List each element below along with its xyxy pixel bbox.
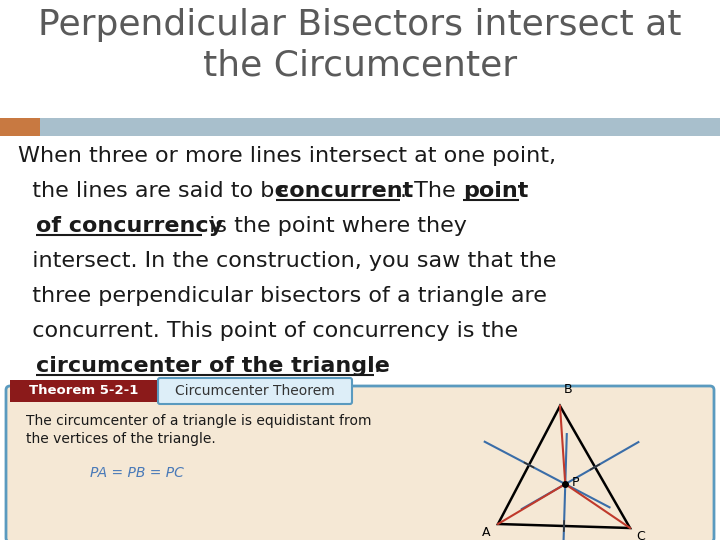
Text: circumcenter of the triangle: circumcenter of the triangle bbox=[36, 356, 390, 376]
Text: B: B bbox=[564, 383, 572, 396]
Text: of concurrency: of concurrency bbox=[36, 216, 223, 236]
FancyBboxPatch shape bbox=[158, 378, 352, 404]
Text: Perpendicular Bisectors intersect at
the Circumcenter: Perpendicular Bisectors intersect at the… bbox=[38, 8, 682, 83]
Text: concurrent. This point of concurrency is the: concurrent. This point of concurrency is… bbox=[18, 321, 518, 341]
Text: The circumcenter of a triangle is equidistant from: The circumcenter of a triangle is equidi… bbox=[26, 414, 372, 428]
Text: the lines are said to be: the lines are said to be bbox=[18, 181, 295, 201]
Text: . The: . The bbox=[400, 181, 463, 201]
Text: concurrent: concurrent bbox=[276, 181, 413, 201]
Bar bbox=[0, 118, 40, 136]
Text: is the point where they: is the point where they bbox=[202, 216, 467, 236]
Text: .: . bbox=[374, 356, 381, 376]
Text: three perpendicular bisectors of a triangle are: three perpendicular bisectors of a trian… bbox=[18, 286, 547, 306]
Text: P: P bbox=[571, 476, 579, 489]
Text: C: C bbox=[636, 530, 644, 540]
Text: point: point bbox=[463, 181, 528, 201]
Text: A: A bbox=[482, 526, 490, 539]
Text: Circumcenter Theorem: Circumcenter Theorem bbox=[175, 384, 335, 398]
Bar bbox=[40, 118, 720, 136]
Text: Theorem 5-2-1: Theorem 5-2-1 bbox=[30, 384, 139, 397]
Bar bbox=[10, 380, 158, 402]
Text: the vertices of the triangle.: the vertices of the triangle. bbox=[26, 432, 216, 446]
Text: When three or more lines intersect at one point,: When three or more lines intersect at on… bbox=[18, 146, 556, 166]
Text: intersect. In the construction, you saw that the: intersect. In the construction, you saw … bbox=[18, 251, 557, 271]
Text: PA = PB = PC: PA = PB = PC bbox=[90, 466, 184, 480]
FancyBboxPatch shape bbox=[6, 386, 714, 540]
